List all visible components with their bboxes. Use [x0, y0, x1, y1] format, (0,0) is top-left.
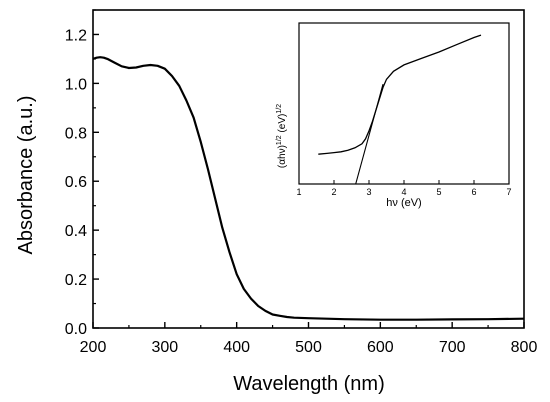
inset-y-axis-label-unit-exp: 1/2 [276, 104, 283, 114]
main-y-tick-label: 0.8 [65, 125, 87, 142]
inset-y-axis-label-unit: (eV) [277, 114, 288, 136]
main-x-tick-label: 800 [511, 339, 538, 356]
inset-x-tick-label: 3 [366, 187, 371, 197]
tauc-linear-fit-line [355, 84, 384, 185]
main-chart: 200 300 400 500 600 700 800 0.0 0.2 0.4 0.6 0.8 1.0… [15, 9, 538, 395]
inset-x-axis: 1 2 3 4 5 6 7 [296, 180, 512, 197]
main-y-axis: 0.0 0.2 0.4 0.6 0.8 1.0 1.2 [65, 9, 99, 338]
inset-y-axis-label: (αhν)1/2 (eV)1/2 [276, 104, 288, 168]
inset-x-tick-label: 4 [401, 187, 406, 197]
inset-x-axis-label: hν (eV) [386, 197, 421, 209]
inset-y-axis-label-exp: 1/2 [276, 135, 283, 145]
main-y-tick-label: 0.0 [65, 321, 87, 338]
main-x-tick-label: 600 [367, 339, 394, 356]
main-y-tick-label: 1.0 [65, 76, 87, 93]
main-x-axis: 200 300 400 500 600 700 800 [80, 322, 538, 356]
main-y-axis-label: Absorbance (a.u.) [15, 96, 37, 255]
main-x-tick-label: 300 [151, 339, 178, 356]
main-y-tick-label: 0.6 [65, 174, 87, 191]
main-y-tick-label: 1.2 [65, 27, 87, 44]
inset-x-tick-label: 1 [296, 187, 301, 197]
main-x-tick-label: 400 [223, 339, 250, 356]
inset-y-axis-label-base: (αhν) [277, 145, 288, 168]
inset-x-tick-label: 6 [471, 187, 476, 197]
absorbance-series-line [92, 56, 525, 321]
inset-x-tick-label: 7 [506, 187, 511, 197]
main-x-axis-label: Wavelength (nm) [233, 373, 385, 395]
main-y-tick-label: 0.2 [65, 272, 87, 289]
main-x-tick-label: 700 [439, 339, 466, 356]
inset-x-tick-label: 2 [331, 187, 336, 197]
inset-x-tick-label: 5 [436, 187, 441, 197]
inset-plot-frame [298, 22, 510, 185]
main-x-tick-label: 500 [295, 339, 322, 356]
main-y-tick-label: 0.4 [65, 223, 87, 240]
main-x-tick-label: 200 [80, 339, 107, 356]
